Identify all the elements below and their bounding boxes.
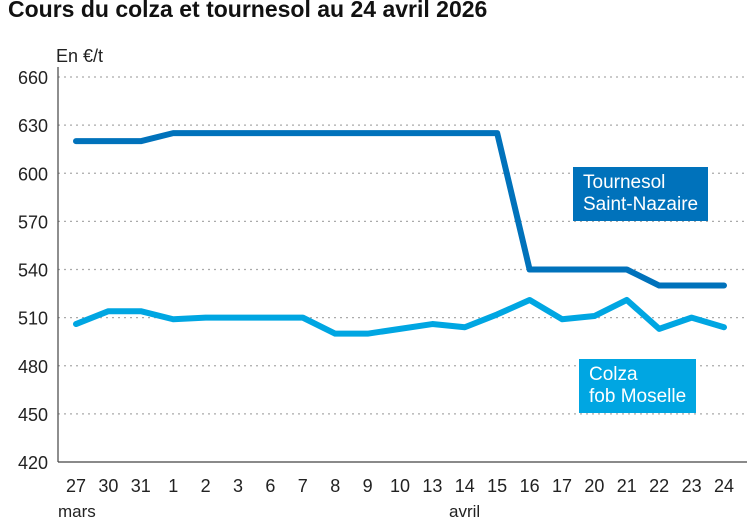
- x-tick-label: 7: [298, 476, 308, 496]
- x-tick-label: 30: [98, 476, 118, 496]
- legend-tournesol-line2: Saint-Nazaire: [583, 194, 698, 216]
- series-line-1: [76, 300, 724, 334]
- y-tick-label: 600: [18, 164, 48, 184]
- x-tick-label: 14: [455, 476, 475, 496]
- y-tick-label: 420: [18, 453, 48, 473]
- y-tick-label: 660: [18, 68, 48, 88]
- y-tick-label: 570: [18, 212, 48, 232]
- x-tick-label: 6: [265, 476, 275, 496]
- legend-colza-line2: fob Moselle: [589, 386, 686, 408]
- y-tick-label: 480: [18, 357, 48, 377]
- x-tick-label: 22: [649, 476, 669, 496]
- x-tick-label: 9: [363, 476, 373, 496]
- legend-colza: Colza fob Moselle: [579, 359, 696, 413]
- x-tick-label: 24: [714, 476, 734, 496]
- x-tick-label: 10: [390, 476, 410, 496]
- x-tick-label: 21: [617, 476, 637, 496]
- legend-colza-line1: Colza: [589, 364, 686, 386]
- x-tick-label: 15: [487, 476, 507, 496]
- x-tick-label: 3: [233, 476, 243, 496]
- y-tick-label: 540: [18, 261, 48, 281]
- x-tick-label: 27: [66, 476, 86, 496]
- legend-tournesol-line1: Tournesol: [583, 172, 698, 194]
- x-tick-label: 17: [552, 476, 572, 496]
- legend-tournesol: Tournesol Saint-Nazaire: [573, 167, 708, 221]
- x-tick-label: 2: [201, 476, 211, 496]
- x-tick-label: 23: [682, 476, 702, 496]
- x-tick-label: 16: [520, 476, 540, 496]
- x-tick-label: 8: [330, 476, 340, 496]
- x-tick-label: 20: [584, 476, 604, 496]
- x-tick-label: 13: [422, 476, 442, 496]
- x-tick-label: 31: [131, 476, 151, 496]
- x-tick-label: 1: [168, 476, 178, 496]
- y-tick-label: 630: [18, 116, 48, 136]
- y-tick-label: 510: [18, 309, 48, 329]
- y-tick-label: 450: [18, 405, 48, 425]
